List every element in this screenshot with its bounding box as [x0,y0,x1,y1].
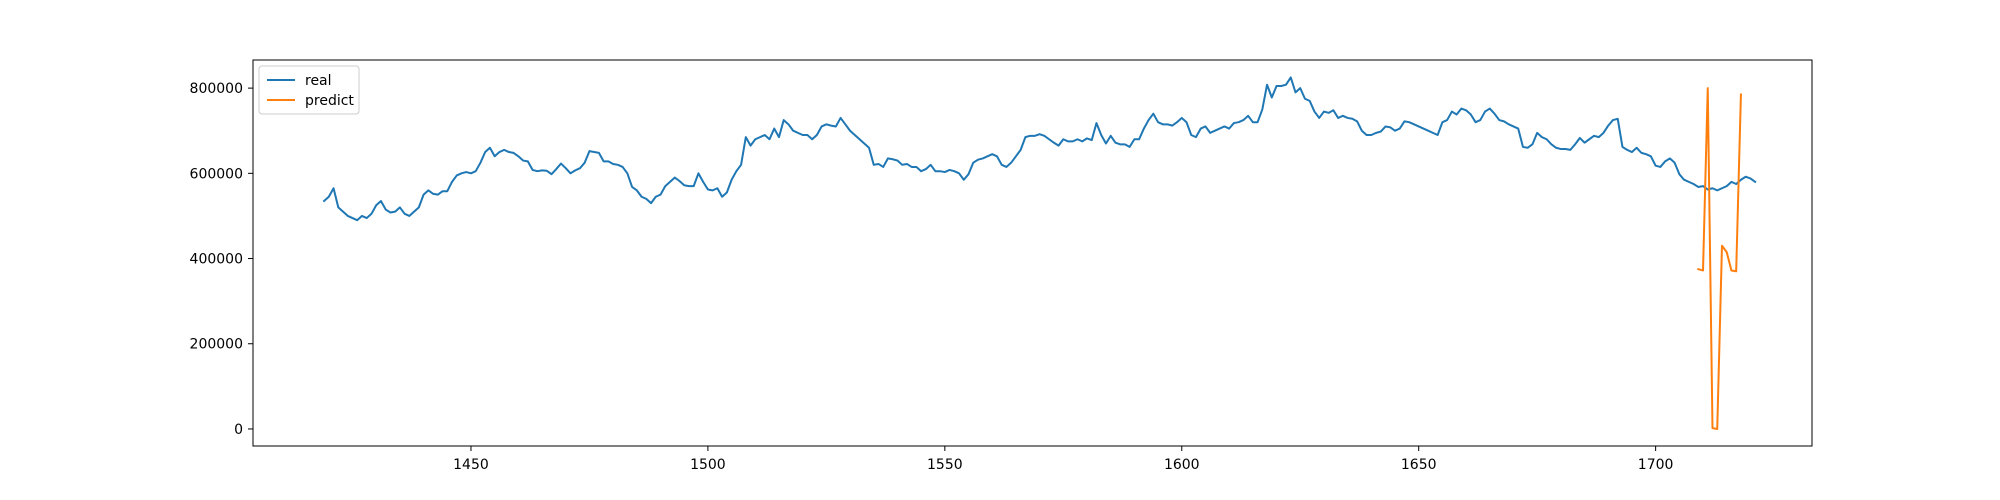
legend-box [258,65,360,115]
x-tick-label: 1450 [453,457,489,473]
y-axis: 0 200000 400000 600000 800000 [190,81,253,438]
x-tick-label: 1700 [1638,457,1674,473]
y-tick-label: 200000 [190,337,243,353]
x-tick-label: 1650 [1401,457,1437,473]
series-layer [322,76,1757,430]
x-tick-label: 1500 [690,457,726,473]
legend-label-predict: predict [305,93,354,109]
y-tick-label: 0 [234,422,243,438]
y-tick-label: 600000 [190,166,243,182]
series-line-predict [1697,87,1742,430]
x-tick-label: 1550 [927,457,963,473]
x-tick-label: 1600 [1164,457,1200,473]
plot-frame [252,59,1813,447]
legend: real predict [258,65,360,115]
y-tick-label: 800000 [190,81,243,97]
legend-label-real: real [305,73,332,89]
series-line-real [322,76,1757,222]
x-axis: 1450 1500 1550 1600 1650 1700 [453,446,1673,473]
y-tick-label: 400000 [190,252,243,268]
